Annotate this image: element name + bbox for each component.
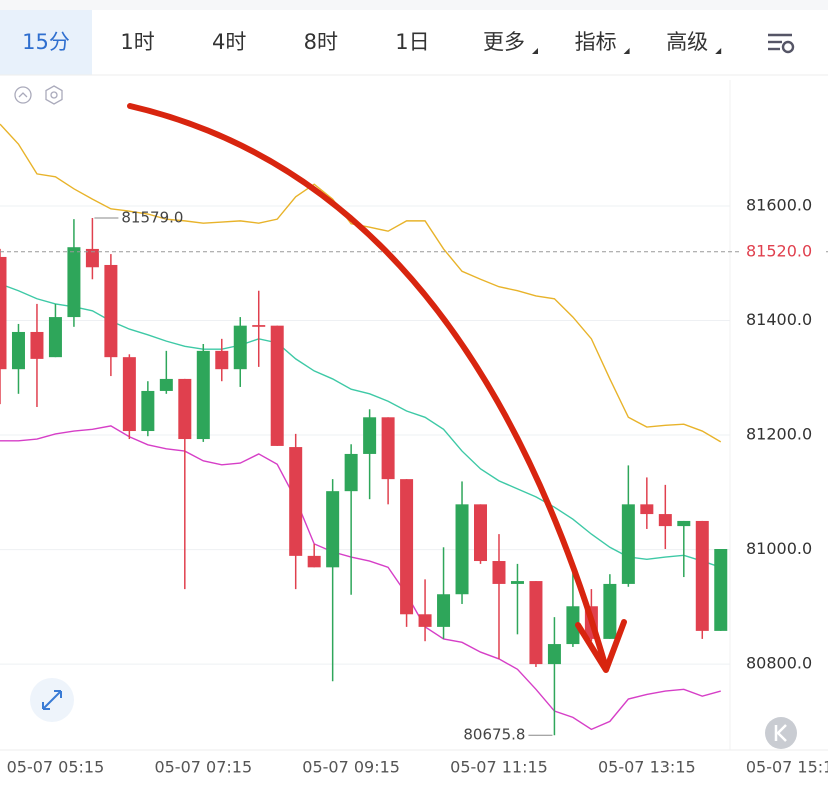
y-tick-label: 80800.0 xyxy=(746,654,812,673)
x-tick-label: 05-07 05:15 xyxy=(7,758,105,777)
candle-body xyxy=(695,520,709,631)
tab-bar: 15分 1时 4时 8时 1日 更多 指标 高级 xyxy=(22,30,722,54)
tab[interactable]: 指标 xyxy=(575,30,617,54)
x-tick-label: 05-07 15:15 xyxy=(746,758,828,777)
dropdown-caret xyxy=(532,48,538,54)
band-line xyxy=(0,425,721,731)
tab[interactable]: 更多 xyxy=(483,30,525,54)
candle-body xyxy=(400,479,414,615)
candle-body xyxy=(418,614,432,627)
y-tick-label: 81600.0 xyxy=(746,195,812,214)
low-label: 80675.8 xyxy=(463,726,525,744)
candle-body xyxy=(122,357,136,432)
indicator-icons[interactable] xyxy=(14,85,63,105)
candle-body xyxy=(289,447,303,556)
tab[interactable]: 1时 xyxy=(120,30,154,54)
candle-body xyxy=(48,317,62,358)
tab[interactable]: 8时 xyxy=(304,30,338,54)
last-price-bg xyxy=(740,240,826,263)
candle-body xyxy=(11,331,25,370)
candle-body xyxy=(640,504,654,515)
candle-body xyxy=(455,504,469,595)
x-tick-label: 05-07 09:15 xyxy=(302,758,400,777)
trend-arrow xyxy=(127,103,609,671)
dropdown-caret xyxy=(623,48,630,54)
candle-body xyxy=(307,555,321,568)
expand-button[interactable] xyxy=(30,678,74,722)
tab[interactable]: 15分 xyxy=(22,30,70,54)
candle-body xyxy=(104,264,118,358)
band-line xyxy=(0,283,721,568)
tab[interactable]: 4时 xyxy=(212,30,246,54)
x-tick-label: 05-07 13:15 xyxy=(598,758,696,777)
candle-body xyxy=(510,581,524,584)
candle-body xyxy=(492,561,506,584)
candle-body xyxy=(196,350,210,440)
candle-body xyxy=(677,520,691,527)
active-tab-bg xyxy=(0,10,92,75)
y-tick-label: 81000.0 xyxy=(746,539,812,558)
status-strip xyxy=(0,0,828,10)
candle-body xyxy=(252,325,266,327)
candle-body xyxy=(233,325,247,370)
candle-body xyxy=(603,583,617,639)
candle-body xyxy=(621,504,635,584)
candle-body xyxy=(0,256,7,370)
dropdown-caret xyxy=(715,48,722,54)
candle-body xyxy=(178,378,192,440)
candle-body xyxy=(437,594,451,627)
candle-body xyxy=(381,417,395,480)
candle-body xyxy=(159,378,173,391)
trend-arrowhead xyxy=(575,619,627,673)
candle-body xyxy=(529,581,543,665)
logo-badge xyxy=(765,717,797,749)
candle-body xyxy=(566,606,580,645)
candle-body xyxy=(215,350,229,370)
candle-body xyxy=(474,504,488,562)
y-tick-label: 81200.0 xyxy=(746,425,812,444)
candle-body xyxy=(67,247,81,318)
candle-body xyxy=(85,248,99,268)
candle-body xyxy=(141,390,155,432)
candle-body xyxy=(326,491,340,568)
candle-body xyxy=(658,514,672,527)
candle-body xyxy=(714,549,728,631)
candle-body xyxy=(270,325,284,446)
candle-body xyxy=(30,331,44,359)
x-tick-label: 05-07 11:15 xyxy=(450,758,548,777)
candle-body xyxy=(344,453,358,492)
y-tick-label: 81400.0 xyxy=(746,310,812,329)
settings-icon[interactable] xyxy=(768,33,795,54)
high-label: 81579.0 xyxy=(121,209,183,227)
last-price-label: 81520.0 xyxy=(746,241,812,260)
x-tick-label: 05-07 07:15 xyxy=(154,758,252,777)
tab[interactable]: 1日 xyxy=(395,30,429,54)
tab[interactable]: 高级 xyxy=(666,30,708,54)
candle-body xyxy=(363,417,377,454)
candle-body xyxy=(547,644,561,665)
